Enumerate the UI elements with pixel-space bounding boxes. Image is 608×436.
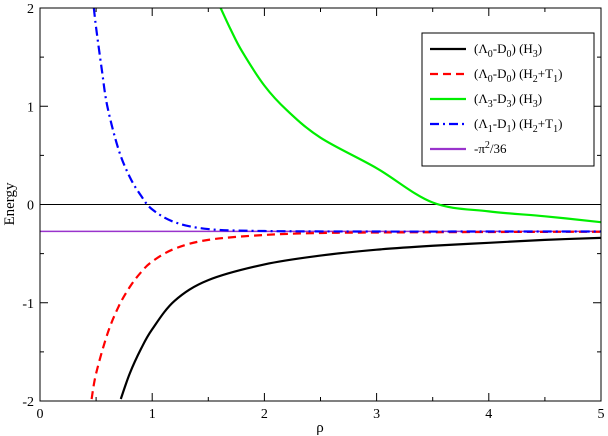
series-layer (40, 8, 601, 400)
plot-frame (39, 7, 602, 402)
series-line-2 (219, 8, 601, 224)
legend-label: (Λ3​-D3​) (H3​) (474, 91, 542, 110)
x-tick-label: 1 (149, 407, 156, 422)
x-tick-label: 5 (598, 407, 605, 422)
y-axis-label: Energy (2, 182, 18, 226)
x-tick-label: 4 (485, 407, 492, 422)
legend-label: (Λ0​-D0​) (H2​+T1​) (474, 66, 562, 85)
series-line-3 (92, 8, 601, 233)
y-tick-label: 2 (27, 2, 34, 17)
legend-label: -π2​/36 (474, 140, 507, 156)
y-tick-label: -1 (22, 297, 34, 312)
legend: (Λ0​-D0​) (H3​) (Λ0​-D0​) (H2​+T1​) (Λ3​-D… (421, 32, 595, 167)
x-tick-label: 2 (261, 407, 268, 422)
x-axis-label: ρ (316, 420, 324, 436)
y-tick-label: 1 (27, 100, 34, 115)
y-tick-label: 0 (27, 199, 34, 214)
series-line-0 (119, 236, 601, 400)
legend-label: (Λ1​-D1​) (H2​+T1​) (474, 116, 562, 135)
series-line-1 (90, 230, 601, 400)
x-tick-label: 0 (37, 407, 44, 422)
x-tick-label: 3 (373, 407, 380, 422)
legend-label: (Λ0​-D0​) (H3​) (474, 41, 542, 60)
y-tick-label: -2 (22, 395, 34, 410)
